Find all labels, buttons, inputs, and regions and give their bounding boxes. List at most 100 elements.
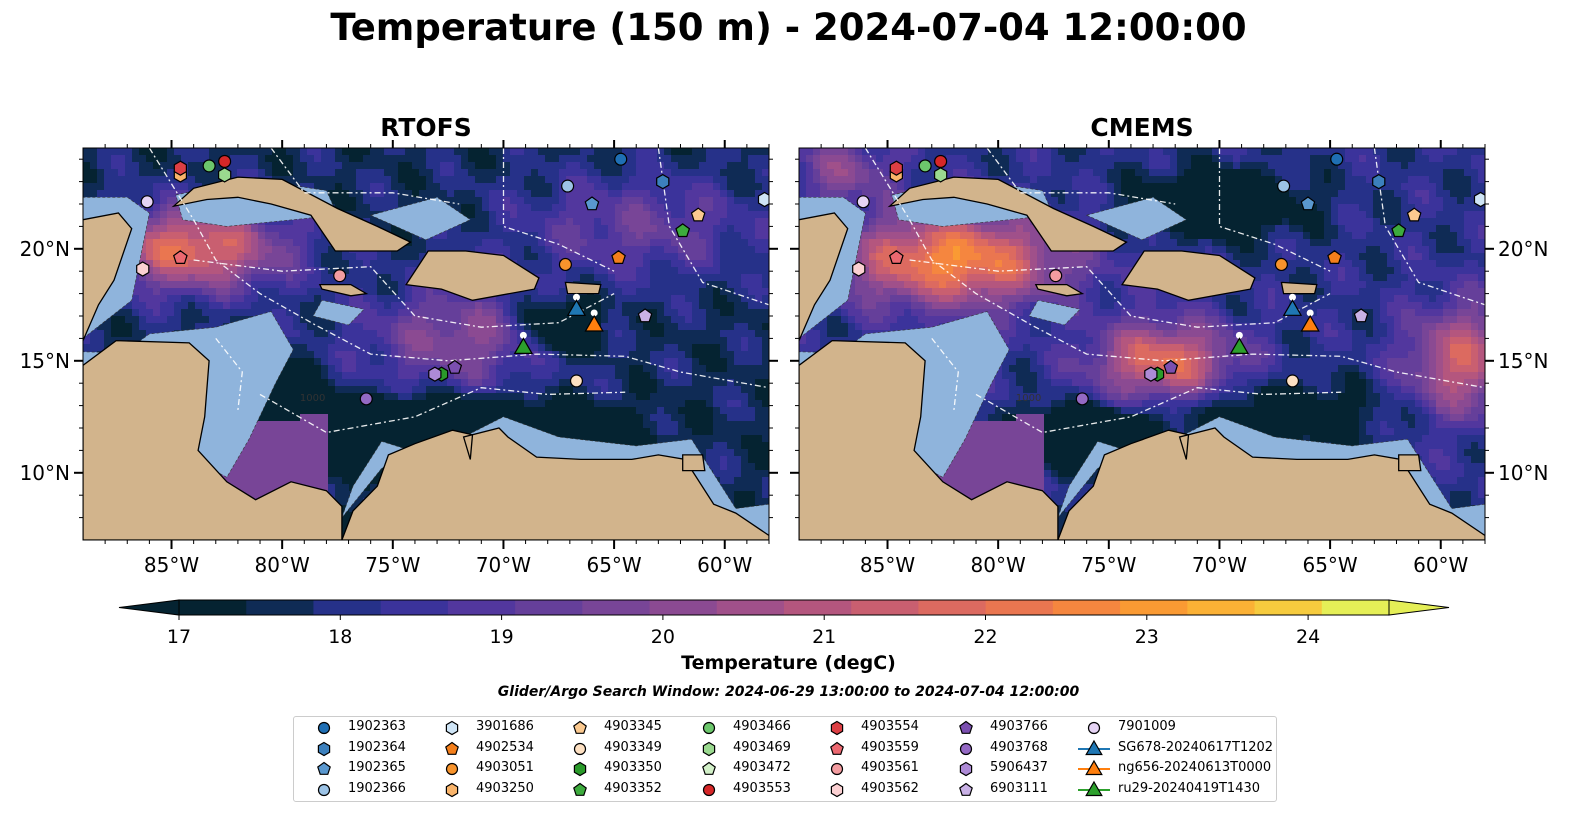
legend-marker-hexagon — [573, 761, 587, 777]
panel-title-cmems: CMEMS — [1090, 113, 1194, 142]
legend-label: 4903051 — [476, 760, 534, 775]
colorbar-segment — [313, 600, 382, 615]
argo-marker-7901009 — [856, 195, 870, 209]
argo-marker-4903766 — [1163, 359, 1179, 374]
legend-marker-triangle — [1085, 759, 1103, 776]
lon-tick-label: 75°W — [365, 553, 420, 577]
legend-marker-pentagon — [573, 720, 587, 734]
legend-marker-pentagon — [959, 720, 973, 734]
argo-marker-4903553 — [934, 154, 948, 168]
argo-marker-4903768 — [359, 392, 373, 406]
legend-label: 4903472 — [733, 760, 791, 775]
argo-marker-4903345 — [690, 207, 706, 222]
colorbar-tick-label: 23 — [1135, 626, 1159, 648]
colorbar-segment — [784, 600, 852, 615]
colorbar-tick-label: 20 — [651, 626, 675, 648]
argo-marker-4903466 — [202, 159, 216, 173]
legend-marker-hexagon — [317, 741, 331, 756]
argo-marker-4903554 — [889, 160, 904, 176]
legend-marker-pentagon — [445, 741, 459, 755]
legend-marker-triangle — [1085, 739, 1103, 755]
legend-marker-circle — [1087, 721, 1101, 735]
legend-marker-circle — [702, 721, 716, 735]
argo-marker-6903111 — [1353, 308, 1369, 323]
lon-tick-label: 65°W — [586, 553, 641, 577]
argo-marker-4903562 — [136, 261, 150, 277]
legend-marker-circle — [317, 721, 331, 735]
colorbar-tick-label: 17 — [167, 626, 191, 648]
legend-label: 5906437 — [990, 760, 1048, 775]
depth-contour-label: 1000 — [300, 393, 325, 404]
glider-marker-ru29-20240419T1430 — [513, 337, 534, 354]
colorbar-segment — [380, 600, 449, 615]
colorbar-tick-label: 24 — [1296, 626, 1320, 648]
legend-marker-circle — [702, 783, 716, 796]
colorbar-tick-label: 19 — [490, 626, 514, 648]
legend-label: 4903559 — [861, 739, 919, 755]
colorbar-segment — [918, 600, 987, 615]
legend-marker-circle — [573, 742, 587, 755]
argo-marker-4903561 — [1049, 269, 1063, 283]
argo-marker-4903559 — [888, 250, 904, 265]
colorbar-segment — [1052, 600, 1121, 615]
lat-tick-label: 15°N — [20, 349, 70, 373]
lon-tick-label: 60°W — [1413, 553, 1468, 577]
legend-label: 4903352 — [604, 780, 662, 796]
legend-marker-circle — [830, 762, 844, 776]
panel-title-rtofs: RTOFS — [380, 113, 472, 142]
argo-marker-4903553 — [218, 154, 232, 168]
colorbar-segment — [582, 600, 651, 615]
legend-label: 4903466 — [733, 719, 791, 734]
lon-tick-label: 80°W — [255, 553, 310, 577]
argo-marker-4903469 — [934, 167, 948, 183]
glider-marker-SG678-20240617T1202 — [1282, 299, 1303, 316]
search-window-note: Glider/Argo Search Window: 2024-06-29 13… — [497, 684, 1080, 700]
legend-label: 4903554 — [861, 719, 919, 734]
map-panel-rtofs[interactable]: 1000 85°W 80°W 75°W 70°W 65°W 60°W 10°N 15°N 20°N — [0, 140, 790, 585]
glider-marker-ng656-20240613T0000 — [1300, 314, 1320, 332]
argo-marker-4902534 — [1327, 250, 1342, 265]
depth-contour-label: 1000 — [1016, 393, 1041, 404]
map-panel-cmems[interactable]: 1000 85°W 80°W 75°W 70°W 65°W 60°W 10°N 15°N 20°N — [790, 140, 1577, 585]
argo-marker-1902363 — [1330, 152, 1344, 166]
legend-label: SG678-20240617T1202 — [1118, 739, 1274, 755]
legend-label: 4903349 — [604, 739, 662, 755]
glider-marker-ru29-20240419T1430 — [1229, 337, 1250, 354]
argo-marker-4903562 — [852, 261, 866, 277]
legend-marker-circle — [959, 742, 973, 755]
argo-marker-1902364 — [1372, 173, 1386, 190]
legend-label: 4902534 — [476, 739, 534, 755]
legend-label: 1902365 — [348, 760, 406, 775]
legend-marker-pentagon — [830, 741, 844, 755]
legend-label: 6903111 — [990, 780, 1048, 796]
legend-label: ru29-20240419T1430 — [1118, 780, 1261, 796]
argo-marker-5906437 — [428, 366, 442, 382]
argo-marker-4903352 — [1391, 223, 1407, 238]
argo-marker-3901686 — [1473, 191, 1485, 208]
glider-marker-SG678-20240617T1202 — [566, 299, 587, 316]
colorbar-segment — [851, 600, 919, 615]
colorbar-segment — [985, 600, 1054, 615]
glider-marker-ng656-20240613T0000 — [584, 314, 604, 332]
argo-marker-4903352 — [675, 223, 691, 238]
legend-marker-pentagon — [573, 782, 587, 796]
legend-label: 4903553 — [733, 780, 791, 796]
argo-marker-4903561 — [333, 269, 347, 283]
colorbar-segment — [1120, 600, 1188, 615]
legend-marker-pentagon — [702, 761, 716, 775]
argo-marker-4903768 — [1075, 392, 1089, 406]
lat-tick-label: 10°N — [1498, 461, 1548, 485]
lat-tick-label: 15°N — [1498, 349, 1548, 373]
argo-marker-3901686 — [757, 191, 769, 208]
argo-marker-4903349 — [569, 374, 584, 388]
legend-label: 4903250 — [476, 780, 534, 796]
argo-marker-4903349 — [1285, 374, 1300, 388]
argo-marker-4903554 — [173, 160, 188, 176]
legend: 1902363 1902364 1902365 1902366 3901686 49025… — [293, 716, 1277, 802]
argo-marker-5906437 — [1144, 366, 1158, 382]
argo-marker-4903766 — [447, 359, 463, 374]
legend-label: 4903768 — [990, 739, 1048, 755]
legend-label: 1902364 — [348, 739, 406, 755]
argo-marker-4903469 — [218, 167, 232, 183]
argo-marker-7901009 — [140, 195, 154, 209]
